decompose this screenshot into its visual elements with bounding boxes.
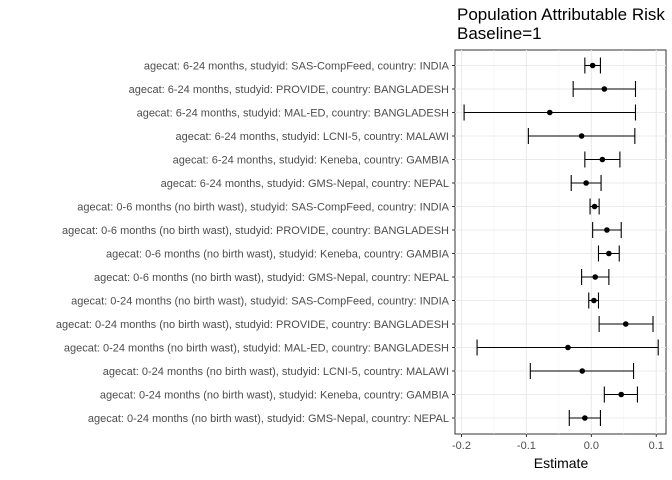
estimate-point [592, 274, 599, 280]
estimate-point [589, 62, 596, 69]
estimate-point [606, 250, 612, 257]
x-tick-label: 0.0 [584, 440, 599, 452]
x-axis-label: Estimate [534, 455, 589, 471]
row-label: agecat: 6-24 months, studyid: LCNI-5, co… [176, 131, 450, 143]
estimate-point [591, 203, 598, 210]
x-tick-label: 0.1 [649, 440, 664, 452]
error-bar-layer [463, 57, 659, 426]
row-label-layer: agecat: 6-24 months, studyid: SAS-CompFe… [56, 61, 455, 425]
estimate-point [599, 156, 606, 163]
row-label: agecat: 6-24 months, studyid: MAL-ED, co… [137, 108, 449, 120]
chart-title: Population Attributable Risk [457, 5, 665, 24]
row-label: agecat: 0-6 months (no birth wast), stud… [62, 225, 449, 237]
estimate-point [565, 344, 571, 351]
chart-subtitle: Baseline=1 [457, 24, 542, 43]
x-tick-label: -0.2 [452, 440, 471, 452]
row-label: agecat: 6-24 months, studyid: PROVIDE, c… [129, 84, 449, 96]
row-label: agecat: 6-24 months, studyid: GMS-Nepal,… [161, 178, 449, 190]
estimate-point [601, 86, 608, 92]
estimate-point [578, 133, 585, 139]
estimate-point [579, 368, 586, 374]
estimate-point [582, 415, 588, 421]
plot-panel-background [454, 49, 667, 435]
row-label: agecat: 6-24 months, studyid: Keneba, co… [173, 155, 450, 167]
row-label: agecat: 0-24 months (no birth wast), stu… [103, 366, 449, 378]
x-tick-label: -0.1 [517, 440, 536, 452]
estimate-point [583, 180, 589, 186]
estimate-point [591, 297, 597, 304]
row-label: agecat: 0-6 months (no birth wast), stud… [94, 272, 449, 284]
row-label: agecat: 0-6 months (no birth wast), stud… [77, 202, 449, 214]
row-label: agecat: 0-24 months (no birth wast), stu… [56, 319, 449, 331]
row-label: agecat: 6-24 months, studyid: SAS-CompFe… [144, 61, 450, 73]
estimate-point [604, 227, 610, 233]
x-tick-layer: -0.2 -0.1 0.0 0.1 [452, 434, 664, 452]
estimate-point [622, 321, 629, 327]
estimate-point [546, 109, 553, 116]
row-label: agecat: 0-24 months (no birth wast), stu… [88, 413, 449, 425]
row-label: agecat: 0-6 months (no birth wast), stud… [106, 249, 450, 261]
row-label: agecat: 0-24 months (no birth wast), stu… [71, 296, 449, 308]
row-label: agecat: 0-24 months (no birth wast), stu… [100, 390, 450, 402]
estimate-point [618, 391, 625, 398]
row-label: agecat: 0-24 months (no birth wast), stu… [64, 343, 449, 355]
